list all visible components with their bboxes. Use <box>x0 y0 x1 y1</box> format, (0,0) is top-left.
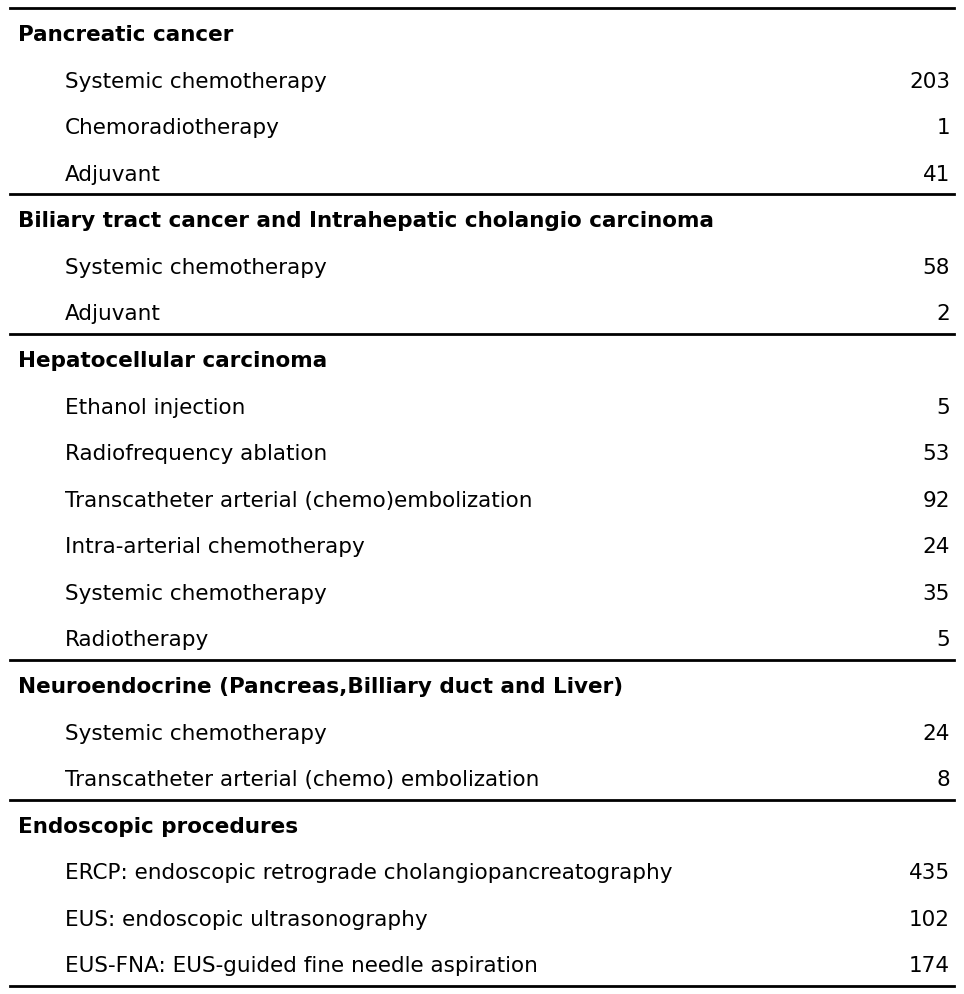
Text: 58: 58 <box>923 257 950 278</box>
Text: 24: 24 <box>923 724 950 744</box>
Text: EUS-FNA: EUS-guided fine needle aspiration: EUS-FNA: EUS-guided fine needle aspirati… <box>65 956 538 976</box>
Text: Adjuvant: Adjuvant <box>65 165 161 185</box>
Text: Systemic chemotherapy: Systemic chemotherapy <box>65 257 327 278</box>
Text: Hepatocellular carcinoma: Hepatocellular carcinoma <box>18 351 327 371</box>
Text: Transcatheter arterial (chemo) embolization: Transcatheter arterial (chemo) embolizat… <box>65 770 540 790</box>
Text: ERCP: endoscopic retrograde cholangiopancreatography: ERCP: endoscopic retrograde cholangiopan… <box>65 864 673 884</box>
Text: Transcatheter arterial (chemo)embolization: Transcatheter arterial (chemo)embolizati… <box>65 491 532 511</box>
Text: Biliary tract cancer and Intrahepatic cholangio carcinoma: Biliary tract cancer and Intrahepatic ch… <box>18 212 714 232</box>
Text: 8: 8 <box>936 770 950 790</box>
Text: Systemic chemotherapy: Systemic chemotherapy <box>65 724 327 744</box>
Text: 53: 53 <box>923 444 950 464</box>
Text: Neuroendocrine (Pancreas,Billiary duct and Liver): Neuroendocrine (Pancreas,Billiary duct a… <box>18 677 623 697</box>
Text: EUS: endoscopic ultrasonography: EUS: endoscopic ultrasonography <box>65 910 428 929</box>
Text: 203: 203 <box>909 72 950 91</box>
Text: 24: 24 <box>923 538 950 558</box>
Text: Systemic chemotherapy: Systemic chemotherapy <box>65 72 327 91</box>
Text: 2: 2 <box>936 304 950 324</box>
Text: Radiotherapy: Radiotherapy <box>65 630 209 650</box>
Text: Chemoradiotherapy: Chemoradiotherapy <box>65 118 280 138</box>
Text: 102: 102 <box>909 910 950 929</box>
Text: 5: 5 <box>936 630 950 650</box>
Text: Ethanol injection: Ethanol injection <box>65 398 246 417</box>
Text: Radiofrequency ablation: Radiofrequency ablation <box>65 444 327 464</box>
Text: Systemic chemotherapy: Systemic chemotherapy <box>65 583 327 604</box>
Text: Intra-arterial chemotherapy: Intra-arterial chemotherapy <box>65 538 364 558</box>
Text: 41: 41 <box>923 165 950 185</box>
Text: 5: 5 <box>936 398 950 417</box>
Text: 174: 174 <box>909 956 950 976</box>
Text: Pancreatic cancer: Pancreatic cancer <box>18 25 233 45</box>
Text: 35: 35 <box>923 583 950 604</box>
Text: 1: 1 <box>936 118 950 138</box>
Text: Adjuvant: Adjuvant <box>65 304 161 324</box>
Text: 435: 435 <box>909 864 950 884</box>
Text: Endoscopic procedures: Endoscopic procedures <box>18 817 298 837</box>
Text: 92: 92 <box>923 491 950 511</box>
